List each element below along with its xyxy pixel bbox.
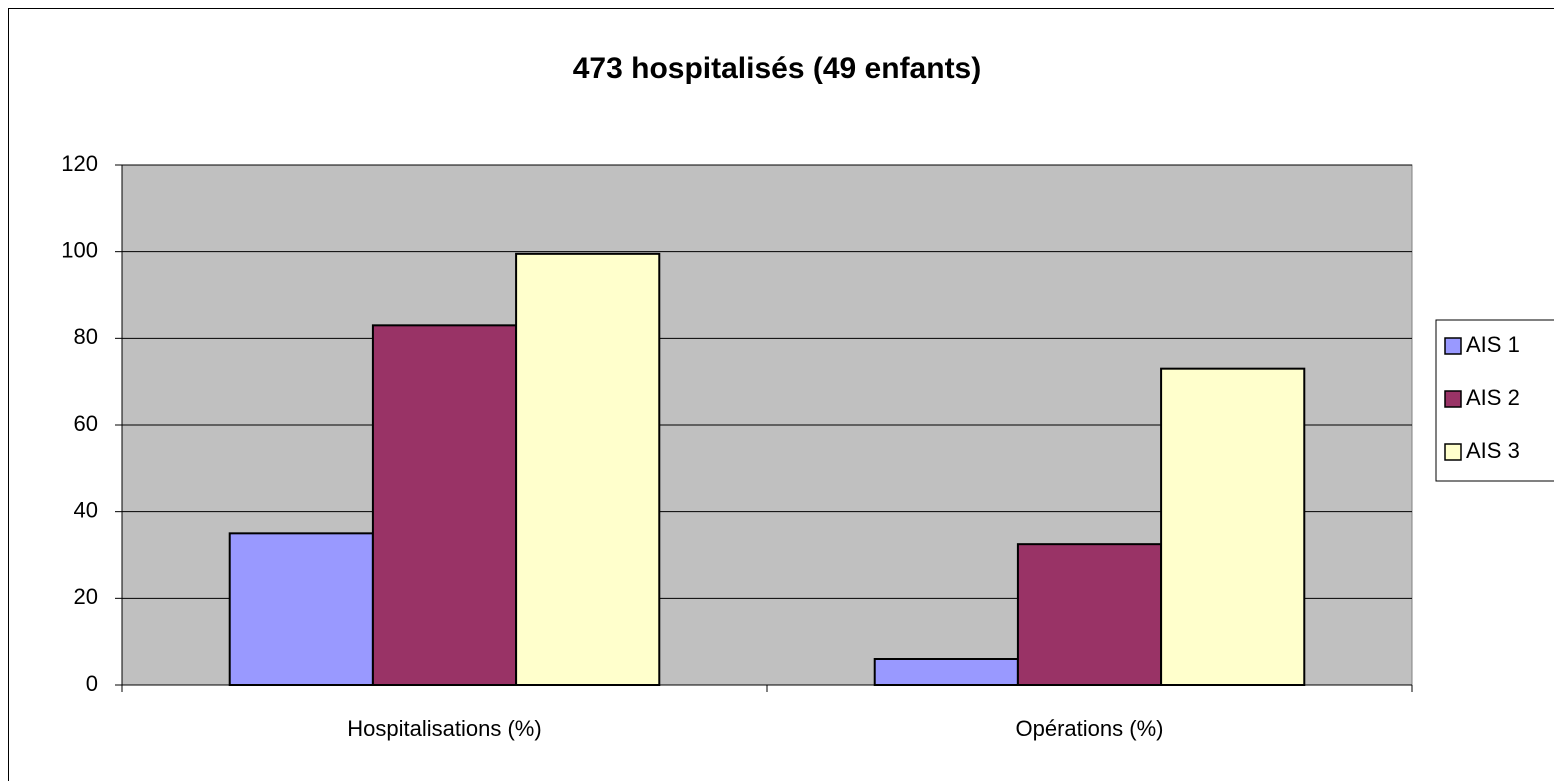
- y-tick-label: 80: [74, 324, 98, 349]
- legend-swatch: [1444, 443, 1462, 461]
- y-tick-label: 100: [61, 237, 98, 262]
- y-tick-label: 20: [74, 584, 98, 609]
- x-tick-label: Opérations (%): [1016, 716, 1164, 741]
- legend-label: AIS 3: [1466, 438, 1520, 463]
- bar: [1016, 543, 1163, 687]
- y-tick-label: 40: [74, 497, 98, 522]
- bar: [228, 532, 374, 686]
- y-tick-label: 60: [74, 411, 98, 436]
- legend-swatch: [1444, 390, 1462, 408]
- y-tick-label: 120: [61, 151, 98, 176]
- legend-swatch: [1444, 337, 1462, 355]
- chart-title: 473 hospitalisés (49 enfants): [573, 52, 982, 85]
- bar: [873, 658, 1019, 686]
- y-tick-label: 0: [86, 671, 98, 696]
- bar: [515, 252, 661, 686]
- legend-label: AIS 1: [1466, 332, 1520, 357]
- x-tick-label: Hospitalisations (%): [347, 716, 541, 741]
- bar: [1160, 367, 1306, 686]
- legend-label: AIS 2: [1466, 385, 1520, 410]
- bar: [371, 324, 518, 686]
